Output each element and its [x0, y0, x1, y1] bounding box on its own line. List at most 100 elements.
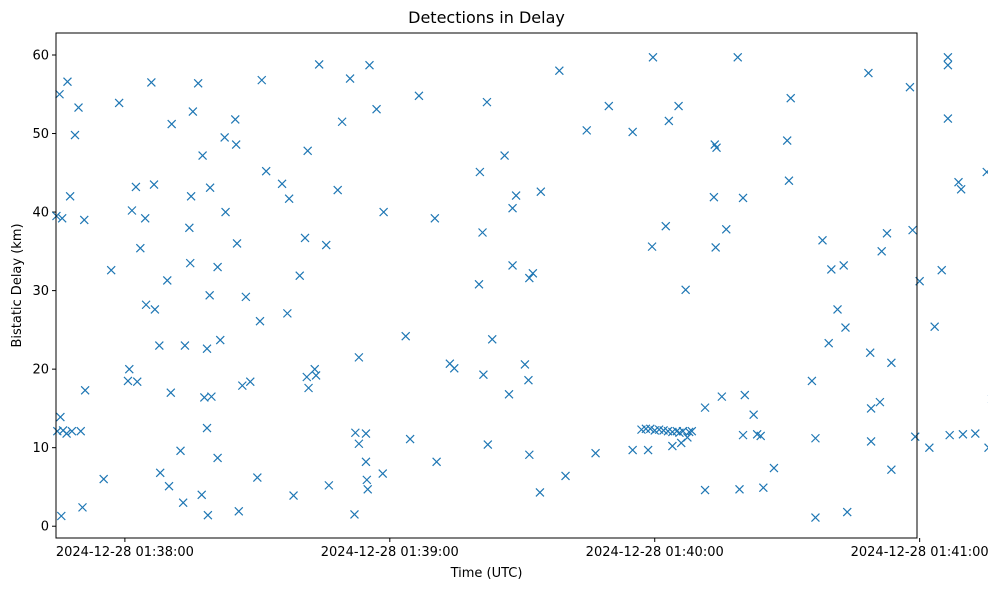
data-point — [378, 469, 388, 479]
data-point — [362, 475, 372, 485]
data-point — [184, 223, 194, 233]
data-point — [365, 60, 374, 70]
data-point — [76, 426, 86, 436]
data-point — [257, 75, 267, 85]
y-axis-ticks: 0 10 20 30 40 50 60 — [32, 48, 56, 535]
data-point — [372, 104, 381, 114]
data-point — [684, 427, 694, 437]
data-point — [205, 290, 215, 300]
data-point — [303, 146, 313, 156]
data-point — [132, 377, 142, 387]
data-point — [405, 434, 415, 444]
data-point — [591, 448, 600, 458]
data-point — [807, 376, 817, 386]
data-point — [811, 433, 820, 443]
data-point — [193, 78, 203, 88]
data-point — [350, 510, 359, 519]
data-point — [554, 66, 564, 76]
data-point — [414, 91, 424, 101]
data-point — [70, 130, 80, 140]
data-point — [234, 506, 244, 516]
data-point — [937, 265, 947, 275]
data-point — [205, 183, 215, 193]
data-point — [284, 194, 294, 204]
x-tick-label: 2024-12-28 01:40:00 — [586, 545, 724, 560]
data-point — [282, 308, 292, 318]
data-point — [738, 193, 748, 203]
data-point — [984, 443, 988, 453]
data-point — [536, 187, 546, 197]
data-point — [483, 440, 493, 449]
data-point — [361, 429, 371, 438]
data-point — [478, 228, 487, 237]
data-point — [582, 125, 592, 135]
data-point — [930, 322, 940, 332]
data-point — [62, 429, 72, 438]
data-point — [738, 430, 748, 440]
data-point — [180, 341, 190, 351]
data-point — [782, 136, 792, 146]
data-point — [188, 107, 198, 116]
y-axis-label: Bistatic Delay (km) — [10, 223, 25, 347]
data-point — [350, 428, 360, 438]
data-point — [648, 52, 658, 62]
data-point — [202, 423, 212, 433]
data-point — [300, 233, 310, 243]
data-point — [478, 370, 488, 380]
data-point — [500, 151, 510, 160]
data-point — [99, 474, 109, 484]
data-point — [712, 143, 721, 153]
data-point — [700, 403, 710, 413]
data-point — [958, 429, 968, 439]
data-point — [945, 430, 955, 440]
data-point — [56, 511, 66, 521]
data-point — [886, 358, 896, 368]
data-point — [864, 68, 873, 78]
data-point — [735, 484, 744, 494]
data-point — [943, 114, 953, 124]
data-point — [203, 510, 213, 520]
data-point — [740, 390, 750, 400]
data-point — [687, 426, 697, 436]
data-point — [311, 371, 321, 380]
data-point — [721, 224, 731, 234]
data-point — [379, 207, 389, 217]
data-point — [758, 483, 768, 493]
data-point — [241, 292, 251, 302]
data-point — [199, 392, 209, 402]
data-point — [149, 180, 159, 190]
data-point — [842, 507, 852, 517]
data-point — [886, 465, 896, 475]
data-point — [524, 375, 533, 385]
data-point — [908, 225, 918, 235]
data-point — [401, 331, 411, 341]
data-point — [80, 385, 90, 395]
data-point — [877, 246, 887, 256]
data-point — [213, 453, 223, 463]
data-point — [811, 513, 820, 523]
data-point — [106, 265, 116, 275]
data-point — [215, 335, 225, 345]
data-point — [664, 116, 674, 126]
data-point — [261, 166, 271, 176]
data-point — [65, 191, 75, 201]
data-point — [535, 488, 545, 497]
data-point — [237, 381, 247, 391]
data-point — [178, 498, 188, 508]
y-tick-label: 20 — [32, 363, 49, 378]
data-point — [786, 93, 796, 103]
data-point — [924, 443, 934, 453]
data-point — [354, 439, 364, 449]
data-point — [197, 490, 207, 500]
data-point — [681, 285, 691, 295]
data-point — [865, 348, 875, 358]
data-point — [661, 221, 671, 231]
data-point — [561, 471, 570, 481]
y-tick-label: 60 — [32, 48, 49, 63]
data-point — [63, 77, 72, 87]
data-point — [57, 213, 67, 223]
data-point — [333, 185, 343, 195]
data-point — [769, 463, 779, 473]
